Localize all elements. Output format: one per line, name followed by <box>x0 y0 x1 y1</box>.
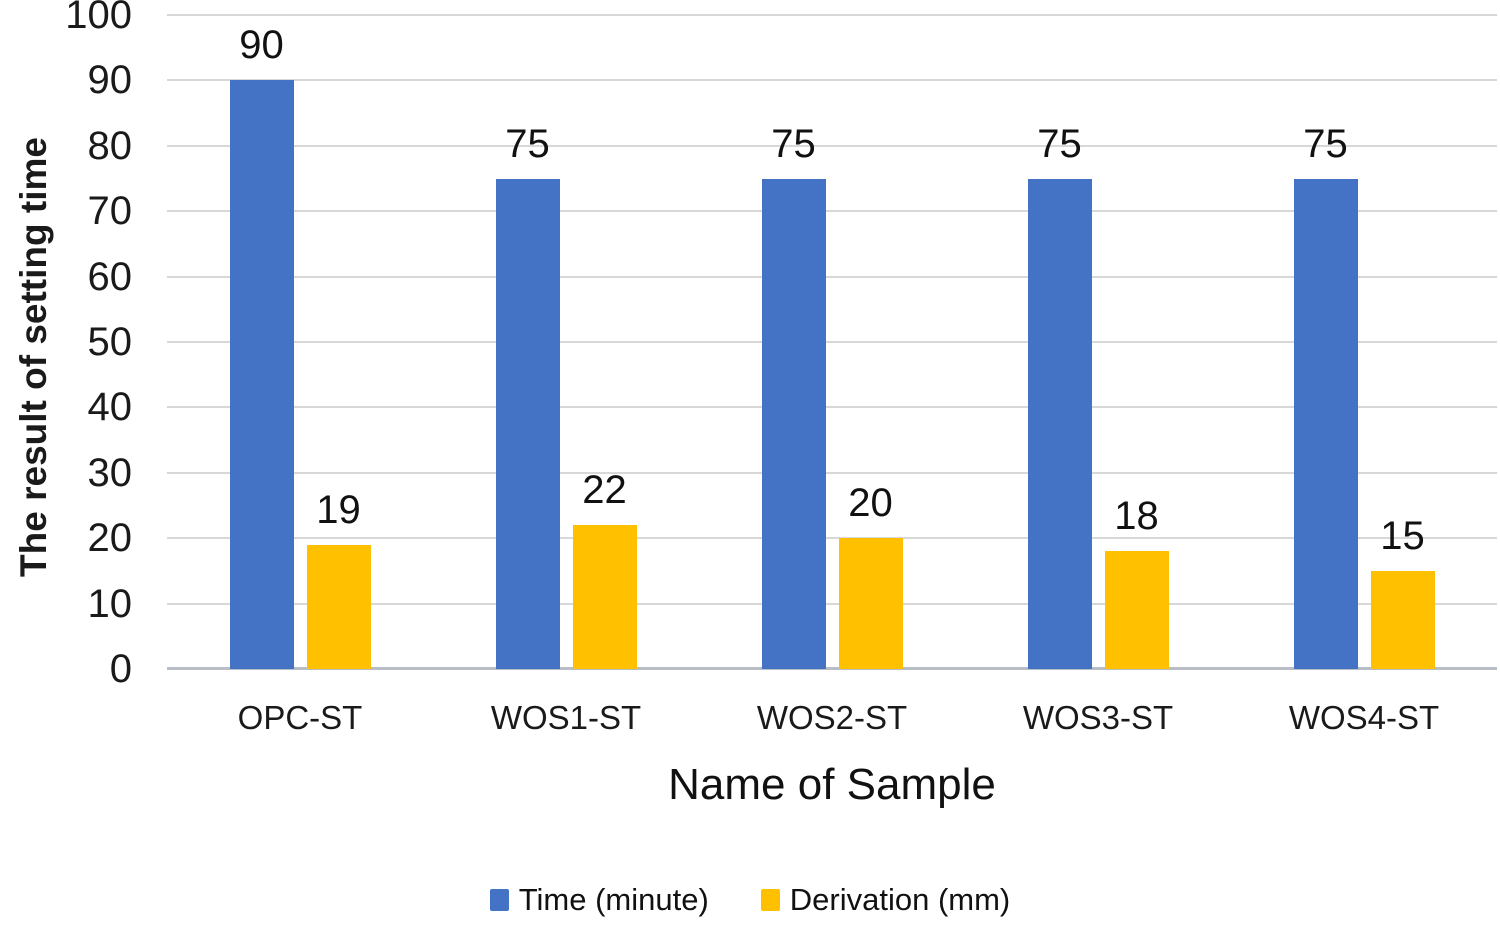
x-category-label-wos3-st: WOS3-ST <box>1022 699 1174 736</box>
legend-label-time: Time (minute) <box>518 882 709 917</box>
x-category-label-opc-st: OPC-ST <box>237 699 363 736</box>
y-tick-label-20: 20 <box>87 516 133 561</box>
data-label-time-opc-st: 90 <box>239 23 284 68</box>
gridline-50 <box>167 341 1497 343</box>
legend: Time (minute) Derivation (mm) <box>0 882 1500 918</box>
y-tick-label-50: 50 <box>87 320 133 364</box>
data-label-derivation-wos1-st: 22 <box>582 468 627 513</box>
gridline-40 <box>167 406 1497 409</box>
gridline-70 <box>167 210 1497 213</box>
bar-derivation-wos1-st <box>572 525 637 669</box>
gridline-80 <box>167 144 1497 147</box>
data-label-derivation-wos3-st: 18 <box>1114 494 1159 539</box>
y-tick-label-80: 80 <box>87 123 133 168</box>
bar-time-wos3-st <box>1027 178 1092 669</box>
y-tick-label-100: 100 <box>65 0 132 37</box>
y-tick-label-70: 70 <box>87 189 133 234</box>
gridline-60 <box>167 275 1497 278</box>
legend-swatch-time-icon <box>489 889 509 911</box>
x-category-label-wos1-st: WOS1-ST <box>490 699 642 736</box>
bar-derivation-wos3-st <box>1104 551 1169 669</box>
y-tick-label-10: 10 <box>87 581 133 626</box>
y-tick-label-60: 60 <box>87 254 133 299</box>
data-label-time-wos3-st: 75 <box>1037 121 1082 166</box>
data-label-time-wos1-st: 75 <box>505 121 550 166</box>
x-axis-title: Name of Sample <box>668 760 996 809</box>
gridline-100 <box>167 14 1497 16</box>
y-tick-label-0: 0 <box>109 647 132 691</box>
bar-time-wos1-st <box>495 178 560 669</box>
y-tick-label-40: 40 <box>87 385 133 430</box>
gridline-30 <box>167 471 1497 474</box>
legend-label-derivation: Derivation (mm) <box>789 882 1011 917</box>
x-category-label-wos2-st: WOS2-ST <box>756 699 908 736</box>
bar-time-opc-st <box>229 80 294 669</box>
bar-derivation-opc-st <box>306 544 371 669</box>
bar-derivation-wos4-st <box>1370 570 1435 669</box>
legend-swatch-derivation-icon <box>760 889 780 911</box>
legend-item-derivation: Derivation (mm) <box>760 882 1011 918</box>
legend-item-time: Time (minute) <box>489 882 709 918</box>
bar-time-wos4-st <box>1293 178 1358 669</box>
data-label-derivation-opc-st: 19 <box>316 487 361 532</box>
bar-time-wos2-st <box>761 178 826 669</box>
y-tick-label-30: 30 <box>87 450 133 495</box>
gridline-20 <box>167 537 1497 540</box>
bar-derivation-wos2-st <box>838 538 903 669</box>
gridline-10 <box>167 602 1497 605</box>
gridline-90 <box>167 79 1497 82</box>
data-label-derivation-wos4-st: 15 <box>1380 513 1425 558</box>
data-label-time-wos2-st: 75 <box>771 121 816 166</box>
y-tick-label-90: 90 <box>87 58 133 103</box>
x-category-label-wos4-st: WOS4-ST <box>1288 699 1440 736</box>
data-label-derivation-wos2-st: 20 <box>848 481 893 526</box>
gridline-0 <box>167 667 1497 670</box>
plot-area: 90 19 75 22 75 20 75 18 75 15 <box>167 14 1497 670</box>
data-label-time-wos4-st: 75 <box>1303 121 1348 166</box>
